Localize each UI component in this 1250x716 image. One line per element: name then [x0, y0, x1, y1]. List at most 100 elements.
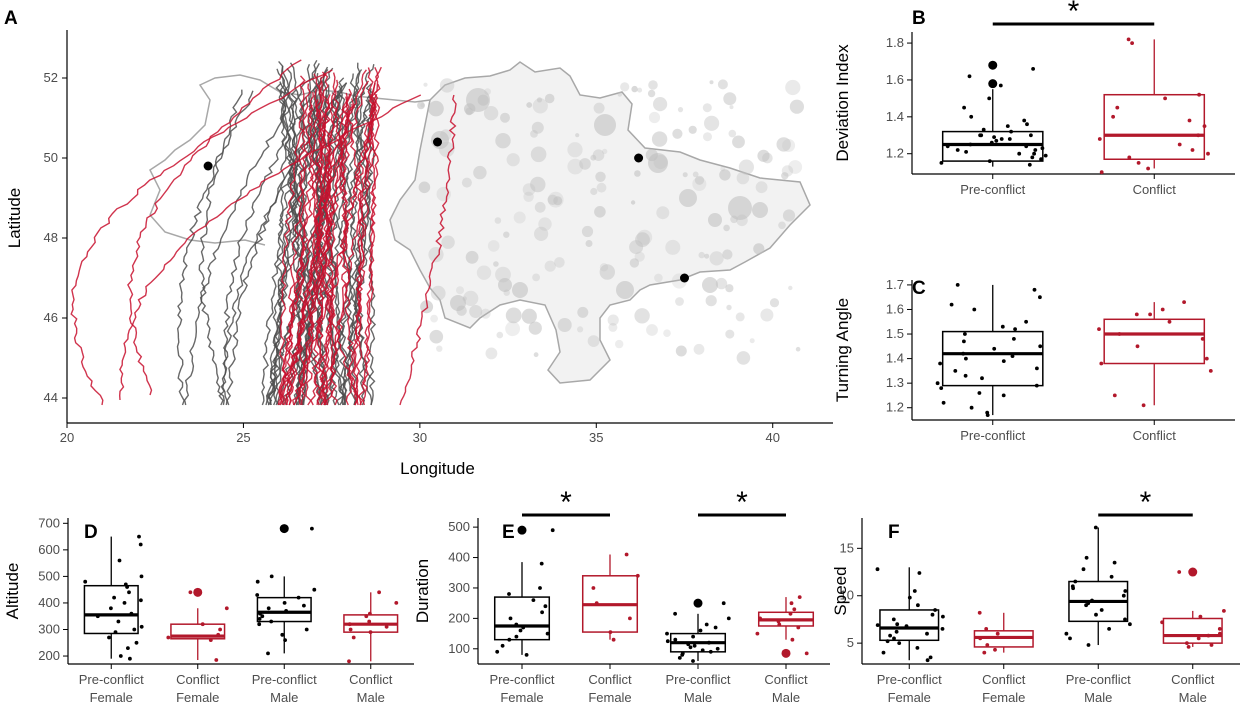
data-point [897, 641, 902, 645]
conflict-event-marker [634, 170, 641, 177]
y-tick-label: 400 [38, 595, 60, 610]
data-point [514, 634, 519, 639]
data-point [1090, 598, 1094, 603]
data-point [1177, 142, 1182, 147]
data-point [680, 653, 685, 657]
x-tick-label: Conflict Female [588, 672, 632, 705]
box-iqr [879, 609, 940, 642]
conflict-event-marker [717, 79, 728, 90]
data-point [112, 595, 116, 600]
conflict-event-marker [702, 103, 712, 113]
data-point [302, 603, 306, 608]
conflict-event-marker [495, 133, 511, 149]
data-point [127, 656, 132, 661]
x-tick-label: Pre-conflict Male [1066, 672, 1131, 705]
data-point [964, 356, 968, 361]
x-tick-label: Conflict [1133, 428, 1177, 443]
y-tick-label: 1.4 [886, 351, 904, 366]
data-point [224, 606, 229, 611]
conflict-event-marker [531, 121, 544, 134]
conflict-event-marker [637, 87, 643, 93]
data-point [978, 636, 983, 641]
data-point [1025, 122, 1029, 127]
data-point [521, 625, 526, 630]
data-point [514, 622, 519, 627]
data-point [928, 655, 933, 660]
data-point [266, 651, 270, 656]
conflict-event-marker [723, 92, 737, 106]
y-tick-label: 46 [44, 310, 58, 325]
data-point [507, 637, 512, 642]
data-point [1202, 124, 1207, 128]
data-point [941, 400, 946, 405]
data-point [673, 637, 678, 642]
migration-track [278, 100, 330, 406]
data-point [1134, 312, 1139, 317]
outlier-point [781, 648, 791, 658]
data-point [255, 579, 260, 584]
panel-label-b: B [912, 8, 926, 29]
panel-label-c: C [912, 278, 926, 299]
conflict-event-marker [735, 312, 745, 322]
conflict-event-marker [553, 196, 563, 206]
data-point [961, 351, 966, 356]
data-point [1040, 146, 1045, 151]
migration-track [285, 80, 325, 406]
data-point [1071, 586, 1075, 591]
data-point [257, 622, 262, 627]
migration-track [399, 94, 457, 406]
data-point [1038, 295, 1042, 300]
data-point [686, 642, 691, 647]
y-tick-label: 100 [448, 641, 470, 656]
y-tick-label: 1.2 [886, 400, 904, 415]
conflict-event-marker [436, 345, 443, 352]
data-point [925, 631, 929, 636]
migration-track [314, 88, 335, 406]
conflict-event-marker [441, 235, 455, 249]
migration-track [298, 75, 306, 406]
data-point [518, 628, 523, 633]
data-point [1099, 608, 1104, 612]
conflict-event-marker [726, 304, 732, 311]
data-point [1217, 627, 1222, 631]
data-point [284, 609, 288, 613]
data-point [1035, 366, 1039, 371]
x-tick-label: Conflict Male [1171, 672, 1215, 705]
data-point [708, 649, 713, 654]
data-point [1084, 555, 1089, 560]
data-point [1032, 287, 1037, 292]
data-point [531, 598, 536, 602]
data-point [348, 627, 353, 632]
data-point [188, 590, 193, 595]
data-point [939, 161, 944, 165]
conflict-event-marker [602, 148, 608, 155]
migration-track [127, 59, 302, 396]
data-point [218, 627, 223, 632]
data-point [895, 622, 900, 627]
data-point [1084, 603, 1088, 608]
conflict-event-marker [692, 177, 707, 191]
data-point [377, 590, 381, 595]
conflict-event-marker [736, 351, 751, 365]
conflict-event-marker [505, 307, 522, 324]
y-axis-title: Turning Angle [833, 298, 852, 402]
conflict-event-marker [782, 209, 796, 222]
box-iqr [170, 623, 226, 640]
panel-label-e: E [502, 522, 515, 543]
data-point [962, 339, 966, 344]
x-tick-label: 40 [765, 430, 779, 445]
data-point [1007, 137, 1012, 141]
data-point [166, 635, 171, 640]
y-axis-title: Duration [413, 559, 432, 623]
conflict-event-marker [648, 153, 668, 173]
data-point [126, 646, 130, 650]
y-tick-label: 15 [840, 540, 854, 555]
data-point [95, 614, 100, 619]
data-point [1068, 636, 1072, 641]
conflict-event-marker [729, 105, 734, 110]
conflict-event-marker [594, 206, 606, 218]
data-point [875, 567, 880, 572]
data-point [673, 611, 677, 616]
data-point [1109, 574, 1114, 579]
data-point [1081, 567, 1086, 572]
